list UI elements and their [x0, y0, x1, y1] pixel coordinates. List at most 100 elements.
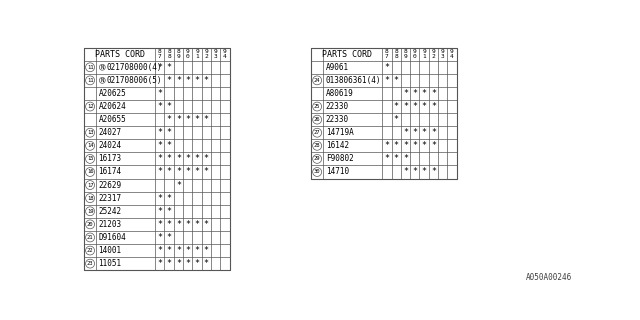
Text: 11: 11: [87, 65, 93, 70]
Text: *: *: [185, 259, 190, 268]
Text: *: *: [412, 141, 417, 150]
Text: *: *: [431, 167, 436, 177]
Text: *: *: [431, 141, 436, 150]
Text: *: *: [176, 220, 181, 229]
Text: *: *: [157, 207, 163, 216]
Text: 8
7: 8 7: [385, 49, 388, 59]
Text: *: *: [166, 220, 172, 229]
Bar: [311, 48, 457, 179]
Text: *: *: [412, 128, 417, 137]
Text: *: *: [385, 155, 389, 164]
Text: 9
4: 9 4: [223, 49, 227, 59]
Text: 25: 25: [314, 104, 321, 109]
Text: *: *: [166, 115, 172, 124]
Text: *: *: [204, 115, 209, 124]
Text: *: *: [403, 141, 408, 150]
Text: 13: 13: [87, 130, 93, 135]
Text: 14001: 14001: [99, 246, 122, 255]
Text: *: *: [166, 259, 172, 268]
Text: 21: 21: [87, 235, 93, 240]
Text: *: *: [157, 128, 163, 137]
Text: *: *: [166, 141, 172, 150]
Text: *: *: [195, 259, 200, 268]
Text: A20624: A20624: [99, 102, 126, 111]
Text: *: *: [394, 141, 399, 150]
Text: A20655: A20655: [99, 115, 126, 124]
Text: *: *: [157, 194, 163, 203]
Text: *: *: [422, 102, 427, 111]
Text: PARTS CORD: PARTS CORD: [322, 50, 372, 59]
Text: *: *: [157, 102, 163, 111]
Text: *: *: [176, 115, 181, 124]
Text: *: *: [204, 246, 209, 255]
Text: 9
3: 9 3: [441, 49, 445, 59]
Text: 26: 26: [314, 117, 321, 122]
Text: 17: 17: [87, 183, 93, 188]
Text: *: *: [166, 128, 172, 137]
Text: 8
8: 8 8: [167, 49, 171, 59]
Text: *: *: [157, 141, 163, 150]
Text: *: *: [394, 115, 399, 124]
Text: *: *: [422, 89, 427, 98]
Text: *: *: [403, 155, 408, 164]
Text: 021708000(4): 021708000(4): [106, 63, 162, 72]
Text: 20: 20: [87, 222, 93, 227]
Text: *: *: [403, 167, 408, 177]
Text: 9
0: 9 0: [413, 49, 417, 59]
Text: *: *: [157, 220, 163, 229]
Text: *: *: [157, 167, 163, 177]
Text: *: *: [204, 155, 209, 164]
Text: PARTS CORD: PARTS CORD: [95, 50, 145, 59]
Text: *: *: [204, 220, 209, 229]
Text: *: *: [204, 76, 209, 85]
Text: 30: 30: [314, 170, 321, 174]
Text: 8
9: 8 9: [177, 49, 180, 59]
Text: 9
1: 9 1: [422, 49, 426, 59]
Text: *: *: [412, 167, 417, 177]
Text: *: *: [166, 246, 172, 255]
Text: 9
1: 9 1: [195, 49, 199, 59]
Text: *: *: [204, 167, 209, 177]
Text: *: *: [166, 167, 172, 177]
Text: 29: 29: [314, 156, 321, 161]
Text: A9061: A9061: [326, 63, 349, 72]
Text: *: *: [176, 259, 181, 268]
Text: *: *: [394, 155, 399, 164]
Text: A20625: A20625: [99, 89, 126, 98]
Text: 9
0: 9 0: [186, 49, 189, 59]
Text: 9
2: 9 2: [204, 49, 208, 59]
Text: *: *: [185, 246, 190, 255]
Text: 24: 24: [314, 78, 321, 83]
Text: *: *: [166, 233, 172, 242]
Text: *: *: [185, 115, 190, 124]
Text: 24024: 24024: [99, 141, 122, 150]
Text: 14: 14: [87, 143, 93, 148]
Text: 22330: 22330: [326, 102, 349, 111]
Text: 19: 19: [87, 209, 93, 214]
Text: *: *: [176, 167, 181, 177]
Text: *: *: [403, 128, 408, 137]
Text: 013806361(4): 013806361(4): [326, 76, 381, 85]
Text: *: *: [385, 76, 389, 85]
Text: *: *: [394, 76, 399, 85]
Text: *: *: [195, 155, 200, 164]
Text: *: *: [385, 141, 389, 150]
Text: *: *: [422, 141, 427, 150]
Text: N: N: [100, 65, 104, 70]
Text: *: *: [176, 180, 181, 189]
Text: *: *: [394, 102, 399, 111]
Text: *: *: [403, 89, 408, 98]
Text: 22330: 22330: [326, 115, 349, 124]
Text: *: *: [166, 155, 172, 164]
Text: 9
3: 9 3: [214, 49, 218, 59]
Text: *: *: [176, 246, 181, 255]
Text: *: *: [185, 155, 190, 164]
Text: 15: 15: [87, 156, 93, 161]
Text: 28: 28: [314, 143, 321, 148]
Text: 22317: 22317: [99, 194, 122, 203]
Text: 16142: 16142: [326, 141, 349, 150]
Text: 11051: 11051: [99, 259, 122, 268]
Text: 8
9: 8 9: [404, 49, 408, 59]
Text: 11: 11: [87, 78, 93, 83]
Text: F90802: F90802: [326, 155, 353, 164]
